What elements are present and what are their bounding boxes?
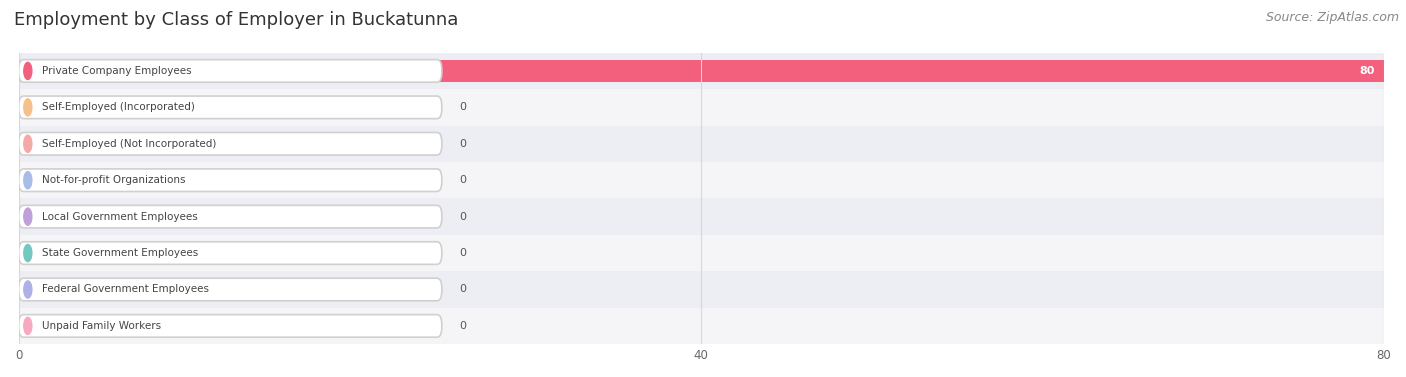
Bar [18, 89, 1384, 126]
Text: 0: 0 [458, 175, 465, 185]
Bar [18, 53, 1384, 89]
Text: 0: 0 [458, 321, 465, 331]
Text: State Government Employees: State Government Employees [42, 248, 198, 258]
Circle shape [24, 62, 32, 80]
Circle shape [24, 135, 32, 152]
FancyBboxPatch shape [18, 315, 441, 337]
Circle shape [24, 317, 32, 334]
Circle shape [24, 244, 32, 262]
Text: 0: 0 [458, 285, 465, 294]
Text: Private Company Employees: Private Company Employees [42, 66, 191, 76]
FancyBboxPatch shape [18, 132, 441, 155]
Bar [18, 235, 1384, 271]
Bar [18, 162, 1384, 198]
Text: 0: 0 [458, 102, 465, 112]
FancyBboxPatch shape [18, 278, 441, 301]
Text: Employment by Class of Employer in Buckatunna: Employment by Class of Employer in Bucka… [14, 11, 458, 29]
Circle shape [24, 208, 32, 225]
Bar [18, 198, 1384, 235]
Text: 80: 80 [1360, 66, 1375, 76]
Text: 0: 0 [458, 211, 465, 222]
Bar [18, 60, 1384, 82]
Text: 0: 0 [458, 139, 465, 149]
Text: Unpaid Family Workers: Unpaid Family Workers [42, 321, 162, 331]
FancyBboxPatch shape [18, 60, 441, 82]
Circle shape [24, 99, 32, 116]
Text: Self-Employed (Incorporated): Self-Employed (Incorporated) [42, 102, 195, 112]
Text: 0: 0 [458, 248, 465, 258]
Bar [18, 271, 1384, 308]
FancyBboxPatch shape [18, 169, 441, 192]
Circle shape [24, 281, 32, 298]
Text: Source: ZipAtlas.com: Source: ZipAtlas.com [1265, 11, 1399, 24]
FancyBboxPatch shape [18, 205, 441, 228]
FancyBboxPatch shape [18, 242, 441, 264]
Text: Not-for-profit Organizations: Not-for-profit Organizations [42, 175, 186, 185]
Bar [18, 126, 1384, 162]
Text: Self-Employed (Not Incorporated): Self-Employed (Not Incorporated) [42, 139, 217, 149]
Text: Local Government Employees: Local Government Employees [42, 211, 198, 222]
FancyBboxPatch shape [18, 96, 441, 119]
Text: Federal Government Employees: Federal Government Employees [42, 285, 209, 294]
Circle shape [24, 172, 32, 189]
Bar [18, 308, 1384, 344]
